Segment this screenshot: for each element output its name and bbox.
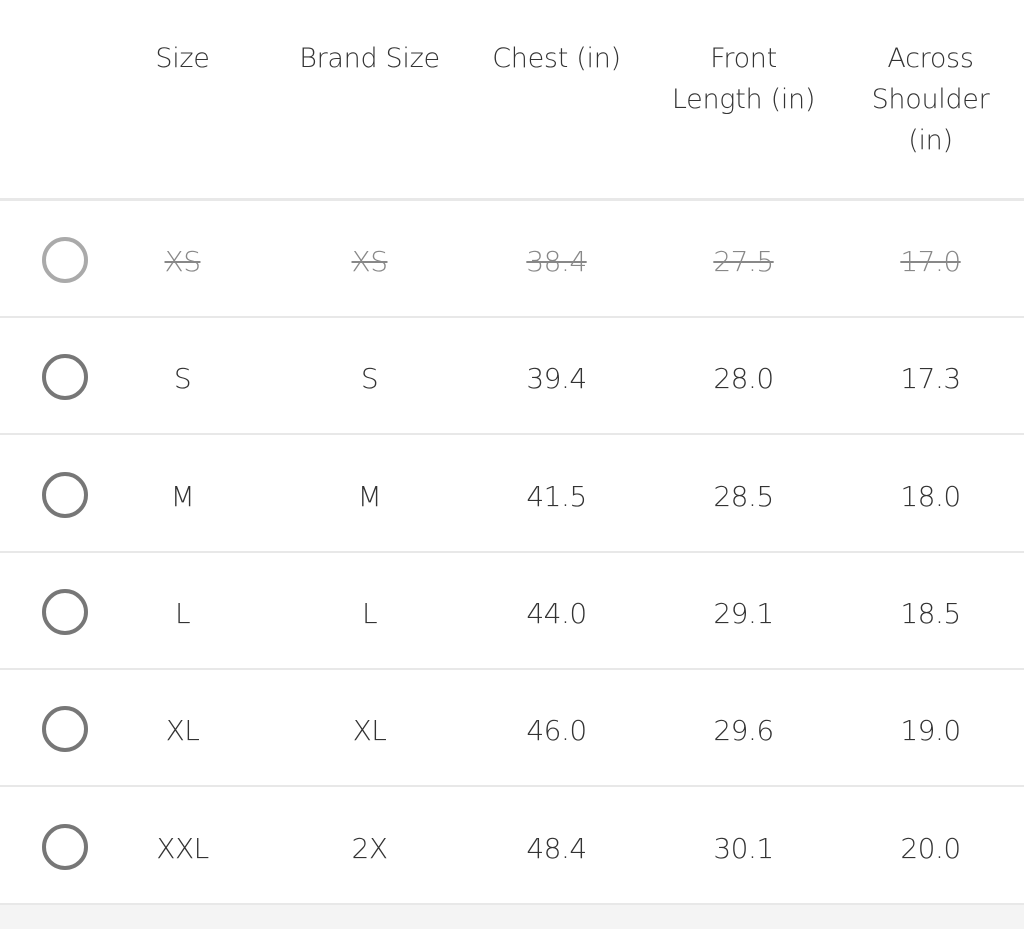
header-line: Shoulder (871, 84, 990, 115)
header-across-shoulder: Across Shoulder (in) (837, 38, 1024, 161)
cell-front-length: 28.0 (713, 362, 774, 396)
header-line: Size (155, 43, 210, 74)
row-divider (0, 667, 1024, 670)
cell-chest: 39.4 (526, 362, 587, 396)
size-row-s[interactable]: S S 39.4 28.0 17.3 (0, 318, 1024, 435)
cell-brand-size: M (357, 479, 382, 513)
header-chest: Chest (in) (463, 38, 650, 79)
size-radio-button[interactable] (42, 588, 88, 635)
cell-brand-size: L (361, 596, 378, 630)
cell-size: XL (165, 714, 200, 748)
cell-across-shoulder: 17.0 (900, 245, 961, 278)
row-divider (0, 433, 1024, 436)
size-radio-button[interactable] (42, 823, 88, 870)
cell-size: XS (164, 245, 201, 278)
size-row-xl[interactable]: XL XL 46.0 29.6 19.0 (0, 670, 1024, 787)
row-divider (0, 550, 1024, 553)
header-divider (0, 198, 1024, 201)
cell-chest: 38.4 (526, 245, 587, 278)
size-row-xxl[interactable]: XXL 2X 48.4 30.1 20.0 (0, 788, 1024, 905)
size-row-xs: XS XS 38.4 27.5 17.0 (0, 201, 1024, 318)
cell-brand-size: XS (351, 245, 388, 278)
cell-across-shoulder: 18.5 (900, 596, 961, 630)
header-line: Across (887, 43, 974, 74)
cell-front-length: 29.6 (713, 714, 774, 748)
cell-across-shoulder: 20.0 (900, 831, 961, 865)
header-line: Brand Size (299, 43, 440, 74)
cell-size: XXL (156, 831, 209, 865)
cell-front-length: 29.1 (713, 596, 774, 630)
cell-brand-size: S (360, 362, 379, 396)
size-radio-button[interactable] (42, 354, 88, 401)
cell-chest: 44.0 (526, 596, 587, 630)
cell-front-length: 30.1 (713, 831, 774, 865)
size-row-m[interactable]: M M 41.5 28.5 18.0 (0, 436, 1024, 553)
header-front-length: Front Length (in) (650, 38, 837, 120)
size-radio-button[interactable] (42, 471, 88, 518)
cell-front-length: 27.5 (713, 245, 774, 278)
cell-chest: 46.0 (526, 714, 587, 748)
cell-across-shoulder: 19.0 (900, 714, 961, 748)
cell-front-length: 28.5 (713, 479, 774, 513)
table-header: Size Brand Size Chest (in) Front Length (in)… (0, 0, 1024, 198)
header-brand-size: Brand Size (276, 38, 463, 79)
cell-size: M (170, 479, 195, 513)
header-line: Length (in) (671, 84, 816, 115)
size-row-l[interactable]: L L 44.0 29.1 18.5 (0, 553, 1024, 670)
header-line: Chest (in) (492, 43, 621, 74)
size-radio-button (42, 237, 88, 283)
cell-brand-size: 2X (351, 831, 389, 865)
cell-size: S (173, 362, 192, 396)
cell-across-shoulder: 17.3 (900, 362, 961, 396)
cell-chest: 48.4 (526, 831, 587, 865)
cell-chest: 41.5 (526, 479, 587, 513)
cell-across-shoulder: 18.0 (900, 479, 961, 513)
row-divider (0, 902, 1024, 905)
size-radio-button[interactable] (42, 706, 88, 753)
header-line: Front (710, 43, 777, 74)
cell-brand-size: XL (352, 714, 387, 748)
row-divider (0, 316, 1024, 318)
header-line: (in) (908, 125, 953, 156)
row-divider (0, 785, 1024, 788)
footer-area (0, 905, 1024, 929)
cell-size: L (174, 596, 191, 630)
header-size: Size (89, 38, 276, 79)
